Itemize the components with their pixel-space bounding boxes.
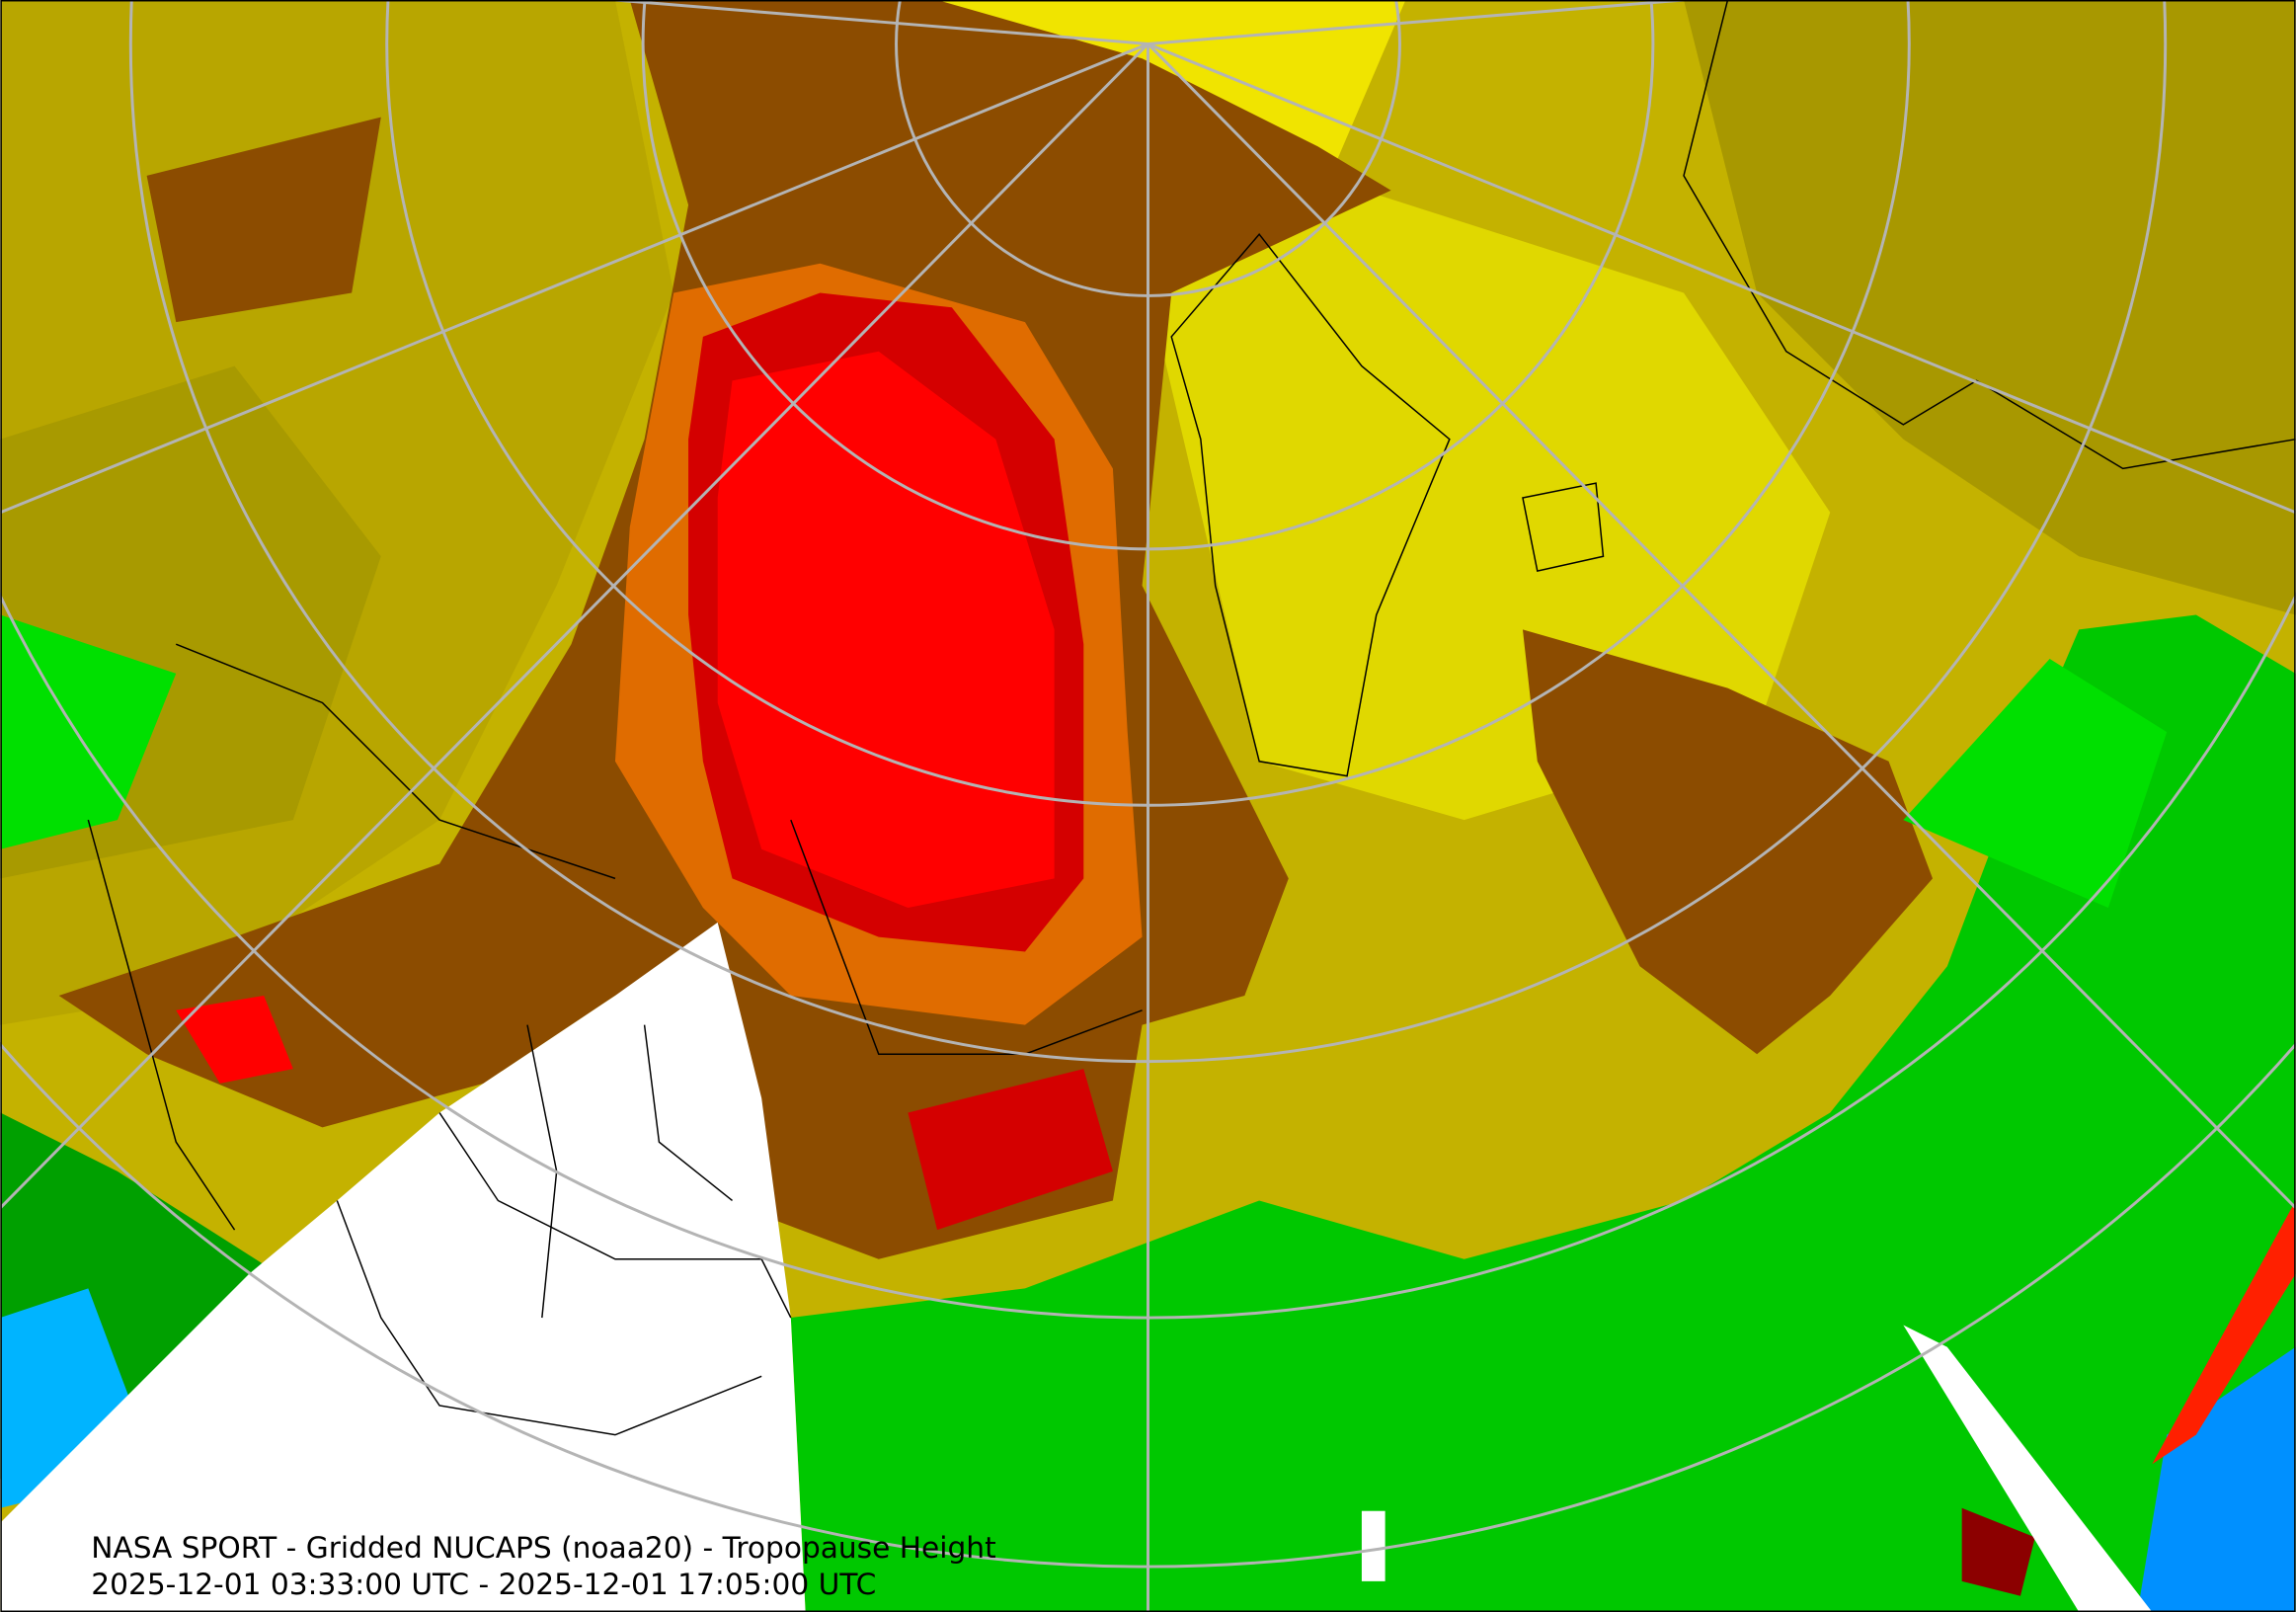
field-red-east — [908, 1069, 1113, 1231]
field-blue-southeast — [2137, 1346, 2296, 1612]
field-olive-europe — [1684, 0, 2296, 615]
no-data-patch — [1361, 1510, 1386, 1581]
field-bright-green — [1903, 659, 2168, 909]
field-green-pacific — [0, 614, 177, 849]
no-data-swath — [0, 922, 806, 1612]
boundaries — [87, 0, 2296, 1436]
field-brown-pacific — [146, 117, 381, 323]
field-red-west — [176, 995, 293, 1084]
field-green-atlantic — [790, 614, 2296, 1612]
field-red-southeast — [2152, 1200, 2296, 1465]
field-red — [717, 351, 1055, 909]
field-yellow-atlantic — [1142, 175, 1831, 821]
caption-title: NASA SPORT - Gridded NUCAPS (noaa20) - T… — [91, 1530, 995, 1565]
no-data-swath-east — [1903, 1325, 2153, 1612]
caption-time: 2025-12-01 03:33:00 UTC - 2025-12-01 17:… — [91, 1567, 876, 1601]
field-cyan-southwest — [0, 1288, 132, 1508]
